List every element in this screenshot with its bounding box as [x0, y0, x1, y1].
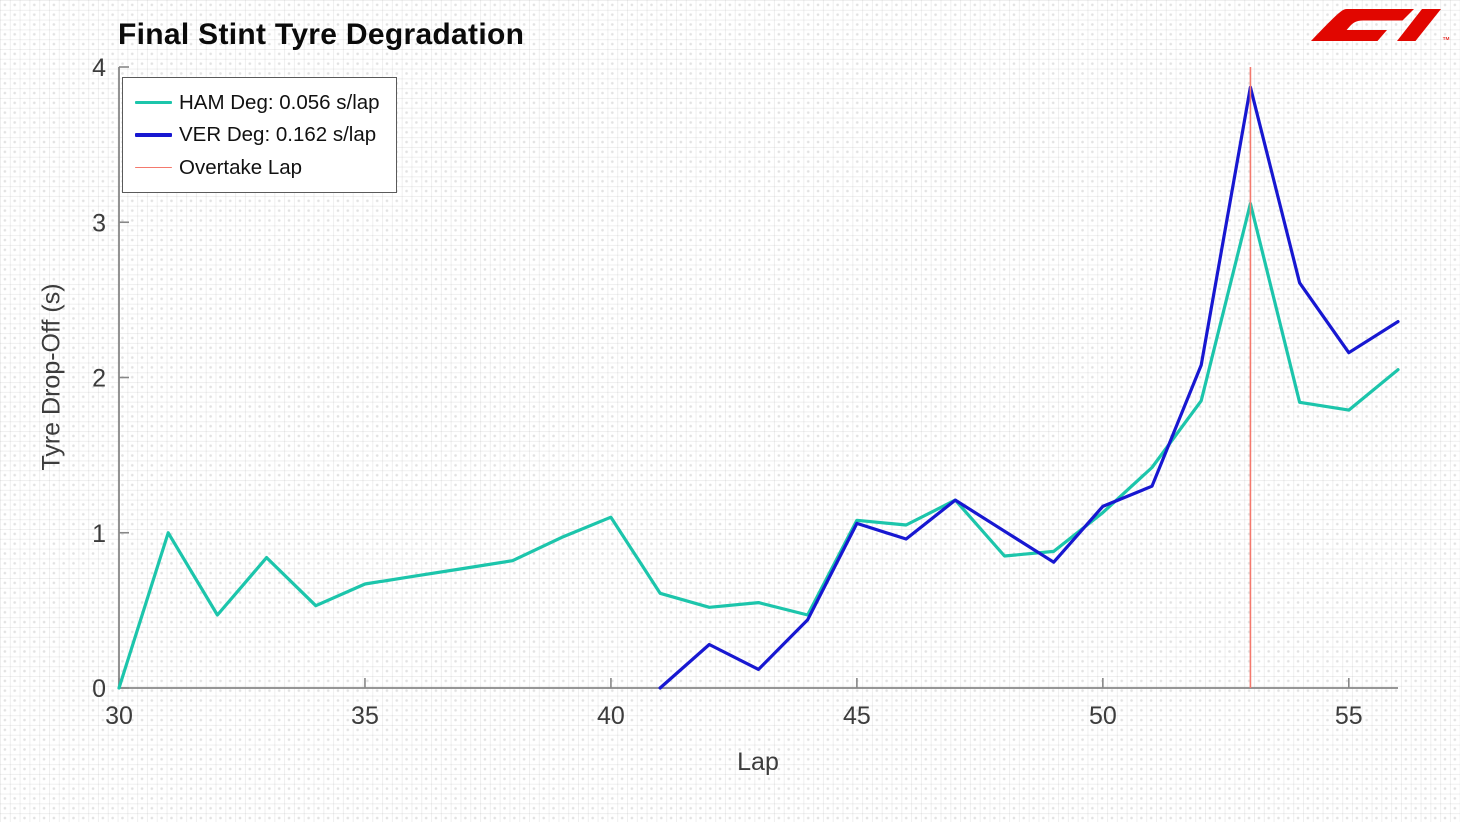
overtake-legend-label: Overtake Lap: [179, 155, 303, 179]
y-tick-label: 0: [92, 675, 106, 703]
f1-logo: ™: [1311, 9, 1450, 44]
chart-title: Final Stint Tyre Degradation: [118, 18, 525, 51]
x-tick-label: 30: [105, 702, 133, 730]
ham-legend-label: HAM Deg: 0.056 s/lap: [179, 90, 380, 114]
overtake-legend-swatch: [135, 166, 172, 169]
x-tick-label: 45: [843, 702, 871, 730]
f1-logo-tm: ™: [1442, 36, 1450, 45]
ver-line: [658, 85, 1400, 690]
y-tick-label: 2: [92, 365, 106, 393]
f1-logo-mark: ™: [1311, 9, 1450, 44]
y-tick-label: 1: [92, 520, 106, 548]
y-axis-label: Tyre Drop-Off (s): [37, 283, 66, 471]
ham-legend-swatch: [135, 100, 172, 105]
x-tick-label: 35: [351, 702, 379, 730]
legend: HAM Deg: 0.056 s/lap VER Deg: 0.162 s/la…: [122, 77, 397, 193]
legend-row-overtake: Overtake Lap: [135, 152, 380, 183]
x-tick-label: 50: [1089, 702, 1117, 730]
ver-legend-label: VER Deg: 0.162 s/lap: [179, 123, 377, 146]
x-tick-label: 40: [597, 702, 625, 730]
y-tick-label: 3: [92, 209, 106, 237]
x-axis-label: Lap: [737, 748, 779, 776]
legend-row-ver: VER Deg: 0.162 s/lap: [135, 120, 380, 151]
ver-legend-swatch: [135, 133, 172, 137]
ham-line: [117, 202, 1400, 690]
y-tick-label: 4: [92, 54, 106, 82]
x-tick-label: 55: [1335, 702, 1363, 730]
legend-row-ham: HAM Deg: 0.056 s/lap: [135, 87, 380, 118]
